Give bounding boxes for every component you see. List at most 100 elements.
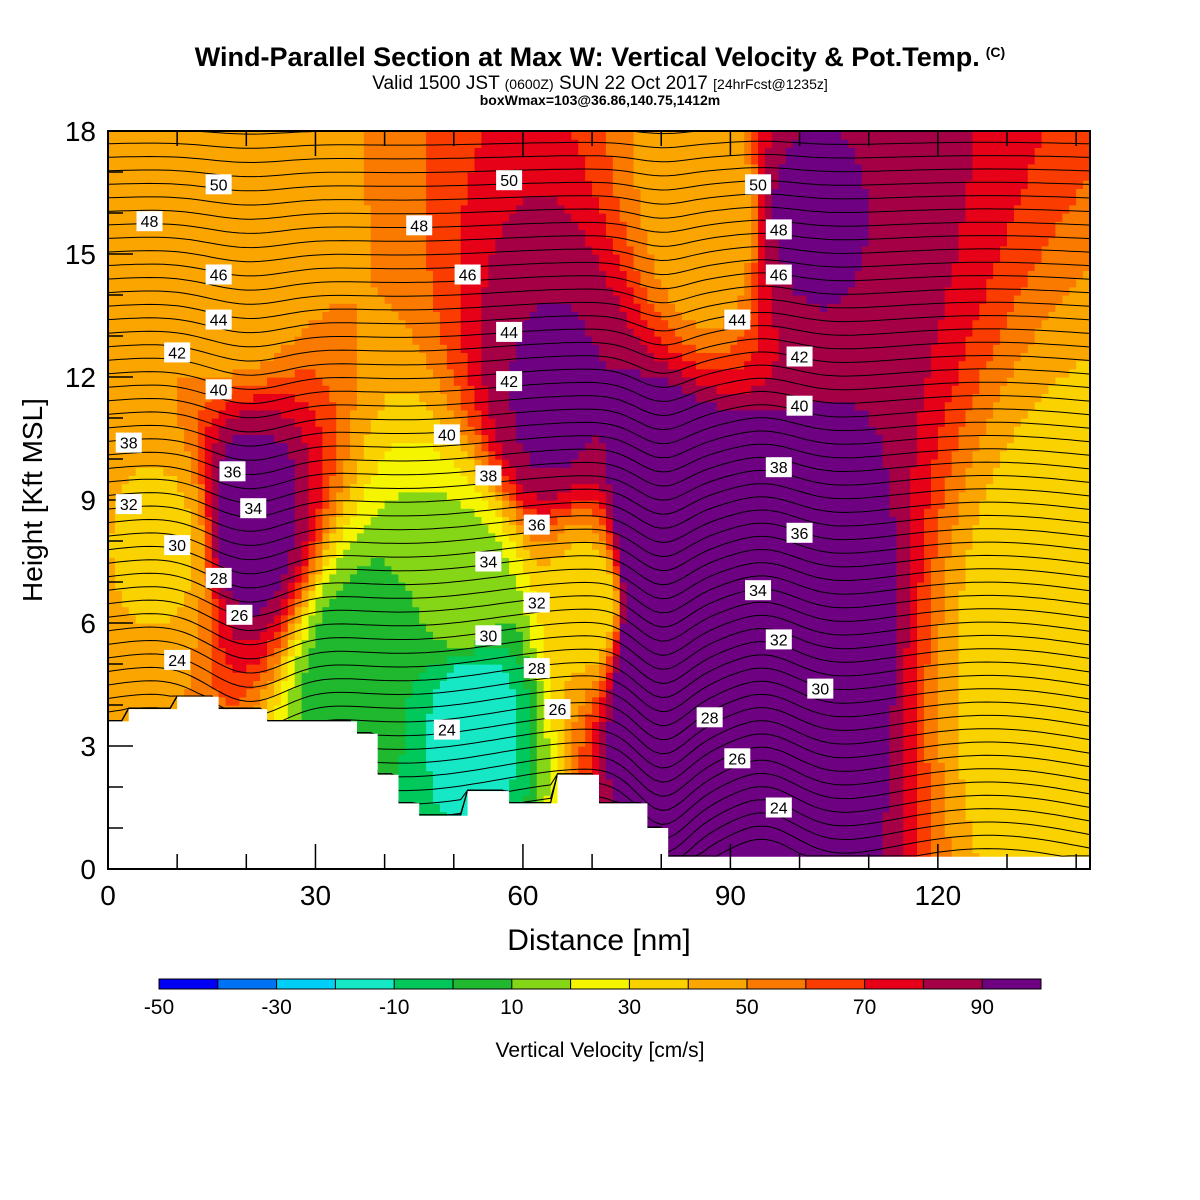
velocity-cell [329,368,337,378]
velocity-cell [343,623,351,632]
velocity-cell [301,368,310,378]
velocity-cell [356,229,365,239]
velocity-cell [177,672,185,681]
velocity-cell [474,352,483,362]
velocity-cell [405,237,413,247]
velocity-cell [391,180,400,189]
velocity-cell [363,319,372,329]
velocity-cell [433,237,441,247]
velocity-cell [190,672,199,681]
velocity-cell [315,221,323,230]
velocity-cell [184,286,192,296]
box-wmax-info: boxWmax=103@36.86,140.75,1412m [479,92,721,108]
velocity-cell [142,180,151,189]
velocity-cell [343,631,351,640]
velocity-cell [405,254,413,263]
velocity-cell [398,368,406,378]
velocity-cell [322,131,330,140]
velocity-cell [433,303,441,312]
velocity-cell [336,565,344,575]
velocity-cell [363,254,372,263]
velocity-cell [426,573,434,583]
velocity-cell [460,139,469,148]
velocity-cell [301,286,310,296]
velocity-cell [363,450,372,460]
velocity-cell [460,180,469,189]
velocity-cell [108,582,116,591]
velocity-cell [336,459,344,468]
velocity-cell [398,270,406,280]
velocity-cell [474,500,483,509]
velocity-cell [419,746,427,755]
velocity-cell [446,327,455,337]
velocity-cell [315,532,323,542]
velocity-cell [336,557,344,567]
velocity-cell [377,426,386,435]
velocity-cell [184,606,192,616]
velocity-cell [239,655,247,665]
velocity-cell [184,155,192,165]
velocity-cell [460,319,469,329]
velocity-cell [267,483,275,493]
velocity-cell [398,762,406,772]
velocity-cell [370,344,379,353]
velocity-cell [453,770,462,780]
velocity-cell [197,434,206,444]
velocity-cell [370,705,379,714]
velocity-cell [260,549,268,558]
velocity-cell [322,696,330,706]
velocity-cell [412,262,420,271]
velocity-cell [460,524,469,534]
velocity-cell [301,311,310,321]
velocity-cell [260,565,268,575]
velocity-cell [481,688,489,698]
velocity-cell [315,139,323,148]
velocity-cell [419,319,427,329]
velocity-cell [177,582,185,591]
velocity-cell [267,434,275,444]
velocity-cell [260,475,268,485]
velocity-cell [177,221,185,230]
velocity-cell [280,598,289,608]
velocity-cell [384,237,393,247]
velocity-cell [163,459,171,468]
velocity-cell [294,295,303,304]
velocity-cell [370,459,379,468]
velocity-cell [384,172,393,181]
velocity-cell [426,311,434,321]
velocity-cell [170,254,178,263]
velocity-cell [135,180,144,189]
velocity-cell [356,623,365,632]
velocity-cell [273,319,282,329]
velocity-cell [377,327,386,337]
velocity-cell [280,172,289,181]
velocity-cell [419,573,427,583]
velocity-cell [114,319,123,329]
velocity-cell [218,491,227,501]
velocity-cell [405,393,413,403]
velocity-cell [190,688,199,698]
velocity-cell [426,762,434,772]
velocity-cell [294,311,303,321]
velocity-cell [156,459,164,468]
velocity-cell [177,614,185,624]
velocity-cell [294,245,303,255]
velocity-cell [446,688,455,698]
velocity-cell [211,229,220,239]
velocity-cell [267,524,275,534]
velocity-cell [433,352,441,362]
velocity-cell [322,368,330,378]
velocity-cell [197,344,206,353]
velocity-cell [156,565,164,575]
velocity-cell [156,573,164,583]
velocity-cell [142,639,151,649]
velocity-cell [246,147,254,157]
velocity-cell [370,557,379,567]
velocity-cell [232,344,240,353]
velocity-cell [426,245,434,255]
velocity-cell [273,393,282,403]
velocity-cell [391,639,400,649]
velocity-cell [350,303,358,312]
velocity-cell [474,532,483,542]
velocity-cell [350,475,358,485]
